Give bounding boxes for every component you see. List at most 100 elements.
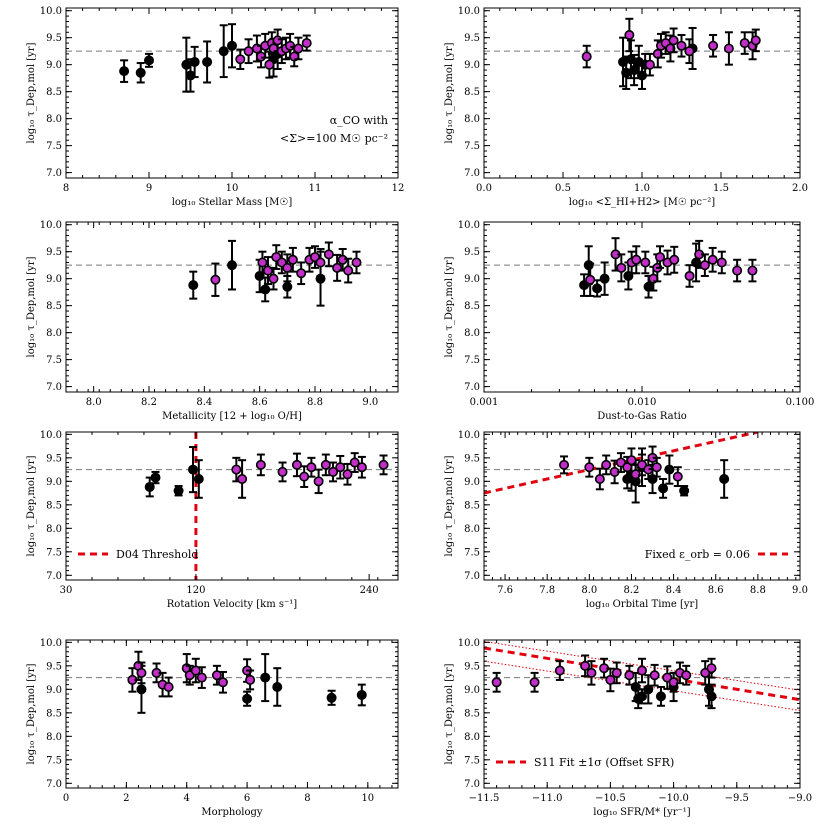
x-tick-label: 8.2 [141,397,157,408]
panel-4: 7.0 7.5 8.0 8.5 9.0 9.5 10.0 0.001 0.010 0.100 Dus… [444,220,814,422]
legend-label: Fixed ε_orb = 0.06 [645,548,750,561]
y-tick-label: 7.5 [46,755,62,766]
data-point-magenta [343,265,354,276]
y-tick-label: 7.5 [464,141,480,152]
y-tick-label: 8.0 [464,114,480,125]
data-point-black [592,283,603,294]
data-point-black [636,691,647,702]
y-tick-label: 9.0 [46,274,62,285]
axes-frame [483,431,801,581]
data-point-magenta [668,35,679,46]
y-tick-label: 7.5 [464,355,480,366]
x-tick-label: −9.5 [725,793,749,804]
y-tick-label: 8.0 [464,732,480,743]
data-point-magenta [624,29,635,40]
y-tick-label: 7.5 [464,755,480,766]
data-point-magenta [669,254,680,265]
y-tick-label: 8.0 [464,524,480,535]
data-point-magenta [676,40,687,51]
data-point-magenta [594,473,605,484]
y-tick-label: 7.0 [464,779,480,790]
data-point-magenta [723,43,734,54]
data-point-black [282,281,293,292]
y-tick-label: 9.5 [46,247,62,258]
data-point-magenta [320,459,331,470]
y-tick-label: 9.5 [464,247,480,258]
data-point-magenta [554,665,565,676]
plot-area [66,239,398,307]
data-point-magenta [529,677,540,688]
data-point-magenta [264,59,275,70]
x-tick-label: 2.0 [792,183,808,194]
y-tick-label: 9.5 [46,33,62,44]
data-point-magenta [580,660,591,671]
x-tick-label: 1.0 [634,183,650,194]
panel-1: 7.0 7.5 8.0 8.5 9.0 9.5 10.0 8 9 10 11 12 log₁₀ Stel… [26,6,404,208]
x-tick-label: −10.5 [595,793,626,804]
data-point-black [326,692,337,703]
data-point-magenta [231,464,242,475]
x-tick-label: 8.2 [624,585,640,596]
model-line [484,432,759,495]
y-tick-label: 10.0 [458,6,480,17]
y-tick-label: 9.0 [46,685,62,696]
y-axis-label: log₁₀ τ_Dep,mol [yr] [444,663,455,764]
data-point-black [579,280,590,291]
x-axis-label: log₁₀ <Σ_HI+H2> [M☉ pc⁻²] [569,197,716,208]
y-tick-label: 9.0 [46,60,62,71]
data-point-magenta [684,46,695,57]
data-point-magenta [644,59,655,70]
y-tick-label: 7.0 [46,382,62,393]
data-point-black [202,56,213,67]
data-point-black [658,483,669,494]
data-point-magenta [301,38,312,49]
x-tick-label: 2 [123,793,129,804]
y-tick-label: 9.5 [46,453,62,464]
x-tick-label: 0.100 [786,397,815,408]
y-tick-label: 7.5 [46,547,62,558]
data-point-magenta [235,54,246,65]
y-tick-label: 7.0 [46,571,62,582]
y-axis-label: log₁₀ τ_Dep,mol [yr] [444,256,455,357]
y-tick-label: 9.0 [464,274,480,285]
model-sigma-line [484,660,800,711]
data-point-magenta [750,35,761,46]
x-tick-label: 7.8 [539,585,555,596]
data-point-magenta [196,672,207,683]
data-point-black [599,273,610,284]
data-point-black [655,691,666,702]
data-point-black [260,284,271,295]
annotation-line-1: α_CO with [330,114,388,127]
y-tick-label: 8.5 [46,708,62,719]
y-tick-label: 7.0 [464,168,480,179]
data-point-magenta [601,459,612,470]
y-tick-label: 8.5 [46,301,62,312]
data-point-magenta [268,273,279,284]
axes-frame [65,639,399,789]
x-tick-label: 9.0 [362,397,378,408]
data-point-magenta [163,681,174,692]
data-point-magenta [210,274,221,285]
y-tick-label: 7.0 [46,779,62,790]
x-tick-label: 8.6 [252,397,268,408]
data-point-black [260,672,271,683]
data-point-magenta [306,462,317,473]
data-point-magenta [190,665,201,676]
data-point-magenta [243,46,254,57]
data-point-magenta [285,40,296,51]
y-tick-label: 9.0 [46,477,62,488]
data-point-magenta [707,254,718,265]
data-point-magenta [708,40,719,51]
y-tick-label: 7.5 [46,355,62,366]
x-tick-label: 4 [184,793,190,804]
data-point-black [356,689,367,700]
y-tick-label: 8.0 [46,328,62,339]
y-tick-label: 8.5 [464,708,480,719]
x-tick-label: 8.0 [581,585,597,596]
data-point-black [181,59,192,70]
data-point-magenta [655,252,666,263]
data-point-magenta [651,462,662,473]
x-tick-label: 12 [392,183,405,194]
data-point-black [144,55,155,66]
y-tick-label: 8.5 [46,87,62,98]
